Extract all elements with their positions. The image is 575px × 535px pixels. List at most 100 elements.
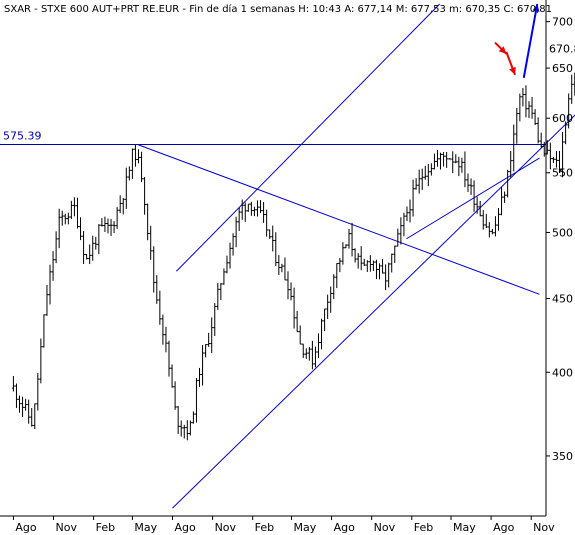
price-bar	[216, 282, 220, 310]
trendline	[176, 3, 441, 272]
price-bar	[371, 260, 375, 271]
price-bar	[152, 246, 156, 293]
price-bar	[33, 403, 37, 430]
price-bar	[271, 225, 275, 252]
y-tick-label: 550	[552, 167, 573, 180]
x-tick-label: Ago	[174, 521, 196, 534]
price-bar	[170, 364, 174, 388]
trendline	[172, 114, 575, 509]
price-bar	[231, 233, 235, 256]
x-tick-label: Nov	[374, 521, 396, 534]
price-bar	[304, 348, 308, 359]
x-tick-label: Ago	[334, 521, 356, 534]
x-tick-label: Nov	[215, 521, 237, 534]
price-bar	[14, 383, 18, 408]
price-bar	[42, 314, 46, 348]
price-bar	[469, 178, 473, 195]
price-bar	[201, 345, 205, 386]
price-bar	[103, 216, 107, 232]
price-bar	[484, 213, 488, 229]
price-bar	[255, 200, 259, 217]
price-bar	[524, 85, 528, 118]
price-bar	[344, 244, 348, 249]
price-bar	[72, 197, 76, 217]
price-bar	[277, 255, 281, 275]
price-bar	[24, 398, 28, 411]
price-bar	[213, 303, 217, 336]
price-bar	[274, 232, 278, 267]
price-bar	[356, 253, 360, 269]
x-tick-label: Feb	[255, 521, 274, 534]
price-bar	[567, 93, 571, 129]
price-bar	[359, 246, 363, 271]
price-bar	[512, 124, 516, 172]
x-tick-label: May	[134, 521, 157, 534]
price-bar	[243, 202, 247, 222]
price-bar	[94, 236, 98, 250]
chart-title: SXAR - STXE 600 AUT+PRT RE.EUR - Fin de …	[4, 3, 552, 15]
price-bar	[259, 200, 263, 213]
price-bar	[423, 165, 427, 180]
price-bar	[97, 224, 101, 255]
price-bar	[503, 191, 507, 203]
price-bar	[466, 173, 470, 192]
projection-arrows-layer	[494, 3, 540, 78]
price-bar	[353, 248, 357, 263]
price-bar	[161, 314, 165, 345]
price-bar	[539, 132, 543, 148]
price-bar	[198, 367, 202, 388]
price-bar	[133, 144, 137, 167]
x-tick-label: Nov	[533, 521, 555, 534]
price-bar	[91, 235, 95, 261]
price-bars-layer	[11, 72, 575, 441]
price-bar	[478, 200, 482, 217]
price-bar	[237, 207, 241, 232]
price-bar	[60, 210, 64, 226]
price-bar	[79, 217, 83, 241]
price-bar	[481, 210, 485, 230]
price-bar	[280, 263, 284, 273]
x-tick-label: Feb	[414, 521, 433, 534]
y-tick-label: 500	[552, 226, 573, 239]
price-bar	[414, 178, 418, 190]
price-bar	[48, 264, 52, 305]
price-bar	[448, 158, 452, 160]
price-bar	[146, 203, 150, 241]
price-bar	[335, 262, 339, 289]
price-bar	[219, 282, 223, 300]
price-bar	[118, 195, 122, 214]
price-bar	[487, 222, 491, 238]
red-projection-arrow	[505, 51, 516, 76]
price-bar	[173, 381, 177, 410]
price-bar	[82, 231, 86, 264]
price-bar	[246, 203, 250, 212]
price-bar	[268, 229, 272, 239]
price-bar	[551, 156, 555, 164]
price-bar	[399, 217, 403, 245]
y-tick-label: 450	[552, 292, 573, 305]
price-bar	[286, 271, 290, 300]
resistance-level-label: 575.39	[3, 129, 42, 142]
price-bar	[475, 196, 479, 214]
price-bar	[411, 179, 415, 217]
price-bar	[54, 231, 58, 264]
price-bar	[249, 201, 253, 216]
price-bar	[496, 208, 500, 231]
price-bar	[387, 262, 391, 288]
price-bar	[490, 228, 494, 235]
price-bar	[18, 395, 22, 413]
arrow-head	[532, 4, 540, 12]
x-tick-label: May	[453, 521, 476, 534]
price-bar	[185, 420, 189, 441]
price-bar	[527, 101, 531, 119]
price-bar	[188, 420, 192, 436]
price-bar	[323, 308, 327, 332]
price-bar	[39, 338, 43, 384]
price-bar	[396, 228, 400, 247]
price-bar	[27, 399, 31, 424]
price-bar	[88, 244, 92, 265]
price-bar	[109, 218, 113, 236]
price-bar	[164, 326, 168, 353]
